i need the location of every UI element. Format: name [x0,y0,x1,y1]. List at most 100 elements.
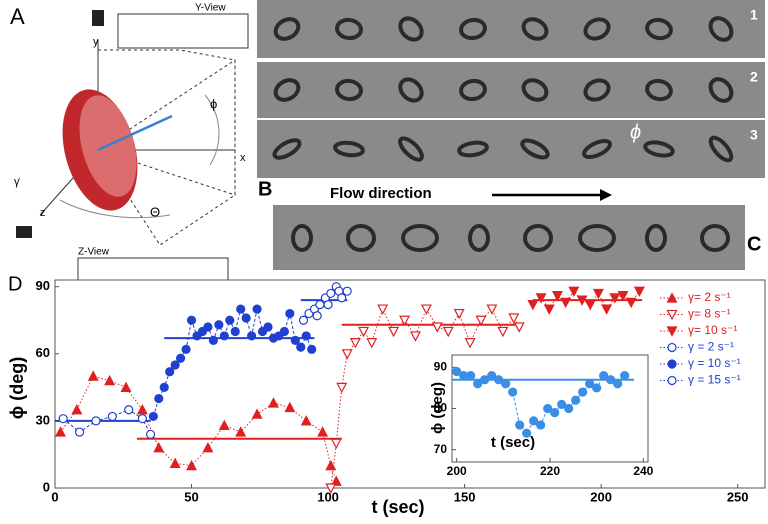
point [170,360,180,370]
point [475,315,487,327]
cell-image [272,138,302,160]
axis-label: y [93,36,99,48]
point [107,411,117,422]
point [592,383,602,393]
legend-label: γ = 15 s⁻¹ [688,373,741,387]
cell-image [708,77,734,103]
point [145,429,156,439]
point [609,293,621,304]
point [564,403,574,414]
point [613,379,623,389]
cell-image [459,17,487,41]
cell-image [583,78,611,102]
point [169,457,181,468]
y-axis-label: ϕ (deg) [429,382,446,434]
point [527,300,539,311]
point [599,370,609,381]
point [186,459,198,471]
point [625,297,637,309]
flow-arrow-head [600,189,612,201]
point [341,349,353,360]
point [536,420,546,430]
point [557,399,567,409]
point [219,331,229,341]
point [585,379,595,389]
arc [59,199,171,219]
axis-label: γ̇ [14,176,21,188]
point [225,315,235,325]
point [208,335,218,345]
point [560,297,572,309]
cell-image [578,224,616,252]
point [230,326,240,337]
cell-image [643,140,675,158]
cell-image [523,224,553,252]
point [91,416,101,426]
x-tick-label: 150 [454,489,476,504]
point [568,286,580,297]
cell-image [457,140,489,158]
point [325,483,337,494]
point [529,416,539,426]
micrograph [257,0,765,58]
micrograph [257,62,765,118]
point [584,300,596,311]
point [337,293,347,303]
panel-label: A [10,4,25,29]
point [330,438,342,450]
arc [204,94,220,166]
point [137,414,147,424]
micrograph [273,205,745,270]
legend-marker [667,359,677,369]
point [136,403,148,415]
point [466,370,476,381]
point [296,342,306,352]
y-tick-label: 30 [36,412,50,427]
cell-image [333,140,365,158]
orientation-vector [97,114,173,152]
cell-image [521,17,549,41]
legend-label: γ= 8 s⁻¹ [688,307,731,321]
point [513,322,525,333]
point [399,315,411,327]
point [473,379,483,389]
point [326,288,336,299]
y-view-box [117,13,249,49]
cell-image [700,224,730,252]
legend-marker [666,292,678,303]
point [508,313,520,324]
point [576,295,588,306]
point [431,322,443,333]
axis-label: x [240,152,246,164]
cell-image [273,78,301,102]
strip-label: 2 [750,69,758,85]
camera [16,226,32,238]
point [300,415,312,426]
legend-label: γ = 10 s⁻¹ [688,356,741,370]
legend-marker [667,375,677,386]
point [181,344,191,354]
point [452,366,462,377]
point [543,403,553,414]
point [606,375,616,385]
y-tick-label: 60 [36,345,50,360]
cell-image [708,135,734,163]
point [317,426,329,437]
point [617,291,629,302]
point [486,304,498,315]
cell-image [335,78,363,102]
point [252,304,262,314]
point [251,408,263,419]
point [497,326,509,338]
point [176,353,186,363]
point [551,291,563,302]
x-tick-label: 200 [447,464,467,478]
cell-image [398,136,424,162]
x-tick-label: 200 [590,489,612,504]
point [349,338,361,349]
x-tick-label: 0 [51,489,58,504]
micrographs: 1 2 3 ϕ [257,0,765,270]
x-tick-label: 250 [727,489,749,504]
panel-label: D [8,273,22,295]
y-tick-label: 70 [434,442,448,456]
